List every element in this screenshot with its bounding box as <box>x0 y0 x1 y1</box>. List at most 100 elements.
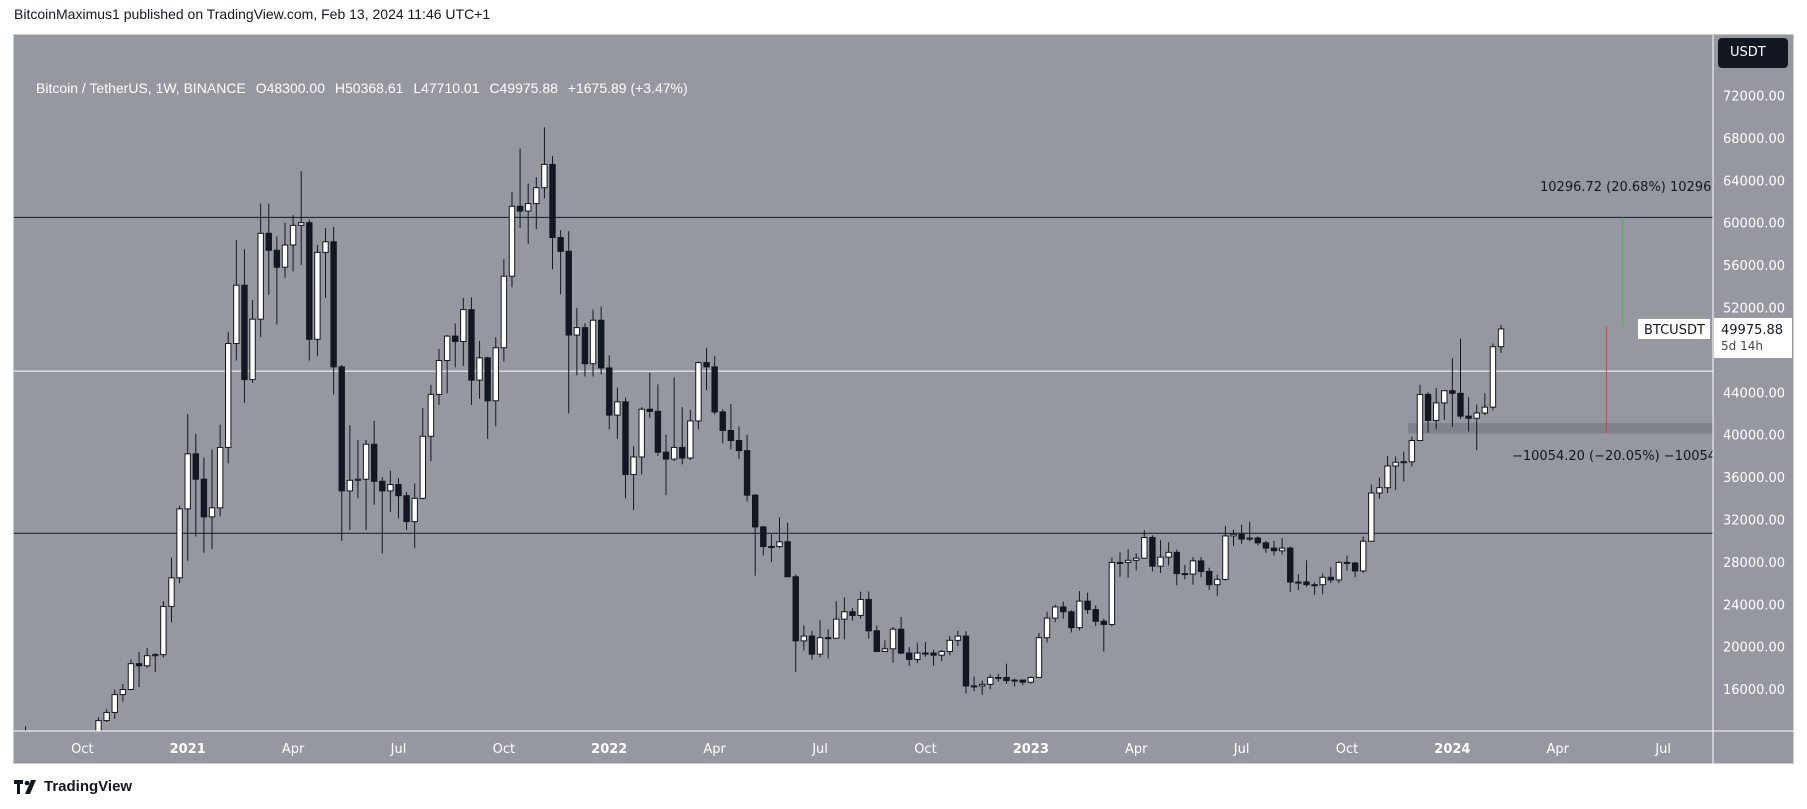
candle <box>435 348 443 406</box>
candle-body <box>1384 465 1391 489</box>
candle <box>31 732 36 741</box>
time-tick-label: Oct <box>71 742 93 757</box>
candle <box>1068 610 1075 633</box>
candle <box>192 433 200 537</box>
candle-body <box>452 335 459 342</box>
candle <box>1497 324 1505 353</box>
tradingview-logo[interactable]: TradingView <box>14 778 132 795</box>
candle <box>679 407 686 465</box>
candle <box>1473 404 1480 451</box>
candle <box>1270 540 1278 556</box>
candle-body <box>1214 578 1221 586</box>
candle <box>184 414 191 561</box>
candle <box>208 449 216 550</box>
candle-body <box>1003 676 1010 682</box>
candle-body <box>484 357 491 402</box>
candle <box>1360 536 1367 574</box>
candle-body <box>930 652 937 656</box>
candle <box>1262 540 1270 553</box>
candle <box>289 215 297 272</box>
candle-body <box>297 222 305 226</box>
candle <box>41 730 43 731</box>
candle-body <box>1051 606 1059 619</box>
candle <box>541 127 548 199</box>
price-tick-label: 40000.00 <box>1723 429 1785 444</box>
candle <box>881 640 889 652</box>
candle <box>346 425 354 531</box>
candle-body <box>1124 559 1132 563</box>
candle <box>1457 338 1464 419</box>
candle-body <box>346 479 354 492</box>
candle-body <box>824 637 832 640</box>
candle-body <box>800 635 808 642</box>
candle <box>808 630 816 660</box>
candle <box>225 331 232 464</box>
candle-body <box>1360 540 1367 572</box>
candle-body <box>597 319 605 369</box>
candle <box>1100 618 1107 652</box>
candle-body <box>776 541 783 548</box>
candle-body <box>257 232 264 320</box>
candle-body <box>1246 537 1253 540</box>
candle-body <box>168 577 175 607</box>
candlestick-chart[interactable]: 10296.72 (20.68%) 102967 −10054.20 (−20.0… <box>14 35 1795 765</box>
candle <box>914 642 921 664</box>
candle-body <box>978 683 986 687</box>
candle <box>460 297 467 366</box>
candle <box>622 397 629 499</box>
symbol-title[interactable]: Bitcoin / TetherUS, 1W, BINANCE <box>36 80 246 96</box>
candle <box>1424 392 1432 433</box>
currency-button[interactable]: USDT <box>1718 38 1788 68</box>
candle-body <box>1181 573 1189 576</box>
candle <box>549 155 556 270</box>
chart-panel[interactable]: 10296.72 (20.68%) 102967 −10054.20 (−20.0… <box>13 34 1795 765</box>
candle-body <box>1060 606 1067 613</box>
candle-body <box>1068 611 1075 629</box>
candle <box>427 384 435 462</box>
candle-body <box>565 250 572 336</box>
candle-body <box>1295 581 1302 584</box>
candle <box>135 652 143 687</box>
candle <box>273 236 281 325</box>
candle-body <box>1368 492 1375 542</box>
price-tick-label: 36000.00 <box>1723 471 1785 486</box>
candle <box>841 597 848 640</box>
candle <box>1432 388 1440 430</box>
candle-body <box>1441 390 1448 404</box>
candle <box>987 674 994 690</box>
candle-body <box>549 163 556 239</box>
candle-body <box>143 655 151 667</box>
candle-body <box>581 327 589 365</box>
candle <box>411 483 418 549</box>
candle <box>297 171 305 266</box>
candle-body <box>460 309 467 342</box>
candle-body <box>1343 561 1351 564</box>
candle-body <box>1376 487 1383 494</box>
time-tick-label: Apr <box>1125 742 1148 757</box>
tradingview-logo-icon <box>14 779 36 794</box>
measure-down-label: −10054.20 (−20.05%) −1005420 <box>1512 449 1733 464</box>
candle <box>1035 632 1043 678</box>
candle <box>873 625 880 652</box>
candle-body <box>306 222 313 340</box>
candle-body <box>995 676 1002 679</box>
candle <box>833 601 840 639</box>
candle-body <box>160 605 167 656</box>
candle-body <box>225 343 232 448</box>
candle <box>1141 530 1148 559</box>
candle <box>1108 557 1116 627</box>
candle-body <box>55 743 60 749</box>
candle <box>1011 678 1018 687</box>
candle-body <box>500 275 508 349</box>
candle <box>1124 549 1132 578</box>
candle-body <box>1473 412 1480 419</box>
candle <box>557 230 564 295</box>
candle-body <box>1222 535 1229 580</box>
candle-body <box>387 484 394 492</box>
candle <box>784 522 791 578</box>
candle-body <box>241 284 248 381</box>
candle <box>443 335 451 394</box>
candle <box>930 649 937 666</box>
candle-body <box>411 497 418 523</box>
price-tick-label: 32000.00 <box>1723 514 1785 529</box>
